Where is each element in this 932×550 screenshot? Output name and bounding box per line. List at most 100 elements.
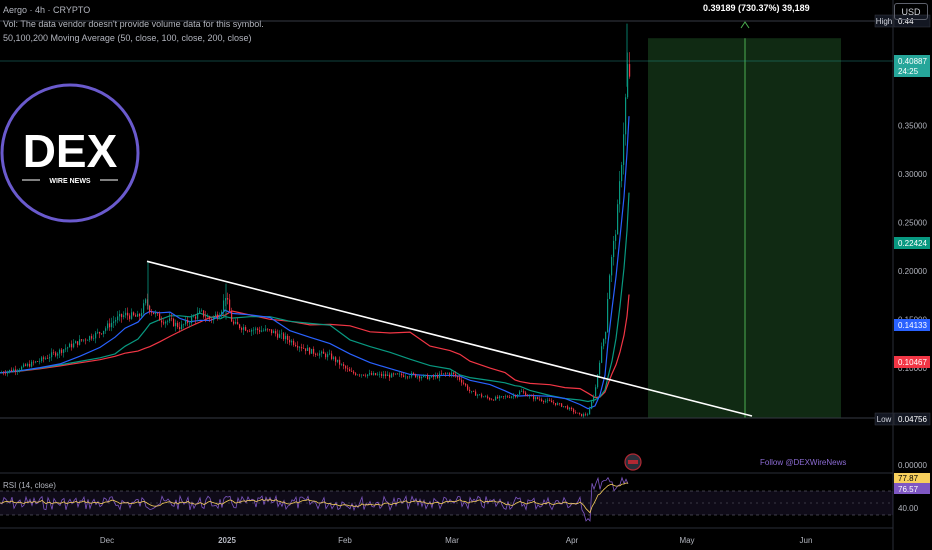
candle-body [247,330,249,332]
candle-body [415,374,417,378]
candle-body [447,373,449,374]
candle-body [33,361,35,363]
candle-body [569,407,571,410]
measure-arrow-icon [740,21,750,29]
candle-body [215,314,217,317]
candle-body [521,391,523,392]
candle-body [193,316,195,318]
candle-body [371,373,373,375]
candle-body [169,318,171,321]
candle-body [7,371,9,374]
candle-body [157,312,159,314]
candle-body [163,322,165,324]
candle-body [199,310,201,313]
candle-body [479,394,481,396]
candle-body [547,399,549,401]
candle-body [367,374,369,377]
candle-body [173,318,175,327]
candle-body [405,376,407,378]
candle-body [153,312,155,314]
candle-body [551,400,553,403]
candle-body [339,359,341,365]
event-marker-icon-bar [628,460,638,464]
candle-body [527,395,529,397]
candle-body [351,371,353,372]
candle-body [291,340,293,343]
time-tick-label: Dec [100,536,114,545]
currency-button[interactable]: USD [894,3,928,20]
candle-body [507,396,509,398]
candle-body [497,396,499,399]
candle-body [277,333,279,338]
candle-body [125,312,127,316]
price-label-tag-text: Low [877,415,892,424]
candle-body [3,372,5,374]
candle-body [57,353,59,356]
candle-body [331,353,333,359]
candle-body [223,300,225,312]
candle-body [333,357,335,359]
time-tick-label: May [679,536,694,545]
candle-body [71,343,73,348]
price-label-tag [874,412,894,426]
candle-body [133,312,135,316]
candle-body [385,374,387,376]
rsi-ma-value-box [894,473,930,483]
candle-body [121,313,123,318]
candle-body [425,374,427,376]
candle-body [295,344,297,346]
candle-body [29,363,31,367]
candle-body [519,391,521,395]
volume-note: Vol: The data vendor doesn't provide vol… [3,19,264,29]
candle-body [21,366,23,370]
candle-body [1,372,3,374]
price-tick-label: 0.00000 [898,461,927,470]
candle-body [531,395,533,397]
measure-readout: 0.39189 (730.37%) 39,189 [703,3,810,13]
candle-body [475,391,477,396]
candle-body [413,373,415,375]
candle-body [25,364,27,366]
candle-body [607,299,609,332]
candle-body [271,329,273,334]
candle-body [539,398,541,400]
candle-body [313,348,315,354]
candle-body [151,311,153,313]
candle-body [221,311,223,317]
candle-body [131,312,133,319]
trend-line[interactable] [146,260,753,417]
candle-body [401,373,403,376]
time-tick-label: Mar [445,536,459,545]
candle-body [53,352,55,353]
candle-body [253,329,255,331]
candle-body [383,374,385,376]
candle-body [301,347,303,349]
candle-body [287,335,289,340]
candle-body [461,379,463,383]
candle-body [49,357,51,359]
candle-body [589,408,591,415]
candle-body [593,396,595,402]
candle-body [43,357,45,359]
candle-body [407,376,409,378]
logo-ring [0,83,140,223]
candle-body [517,394,519,397]
candle-body [585,414,587,415]
candle-body [113,321,115,323]
price-label-value: 0.04756 [898,415,927,424]
candle-body [433,375,435,377]
candle-body [523,391,525,393]
candle-body [343,364,345,367]
candle-body [355,373,357,375]
candle-body [155,312,157,314]
time-tick-label: Jun [800,536,813,545]
candle-body [499,396,501,399]
candle-body [465,383,467,386]
candle-body [23,364,25,367]
candle-body [359,374,361,376]
candle-body [231,311,233,322]
candle-body [9,369,11,372]
candle-body [73,343,75,348]
candle-body [341,364,343,365]
